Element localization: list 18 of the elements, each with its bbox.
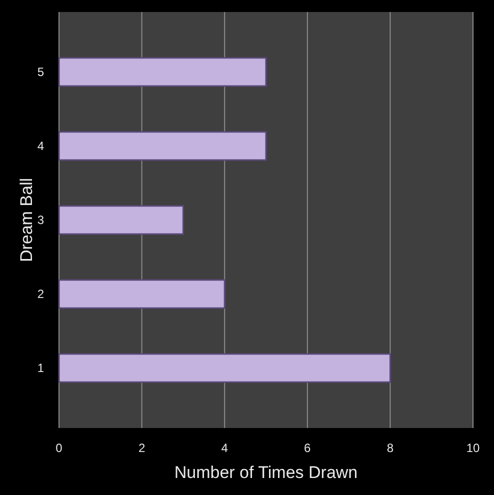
bar [58,353,391,383]
y-axis-title: Dream Ball [17,178,36,262]
y-tick-label: 1 [37,361,44,376]
x-tick-label: 0 [56,441,63,455]
x-tick-label: 4 [221,441,228,455]
x-tick-label: 10 [466,441,480,455]
x-tick-label: 6 [304,441,312,455]
bar [58,205,184,235]
bar [58,279,226,309]
y-tick-label: 5 [37,64,44,79]
y-tick-label: 2 [37,287,44,302]
x-tick-label: 2 [138,441,146,455]
y-tick-label: 3 [37,213,44,227]
y-tick-label: 4 [37,138,44,153]
x-tick-label: 8 [386,441,394,455]
bar [58,57,267,87]
x-axis-title: Number of Times Drawn [174,463,358,482]
bar [58,131,267,161]
